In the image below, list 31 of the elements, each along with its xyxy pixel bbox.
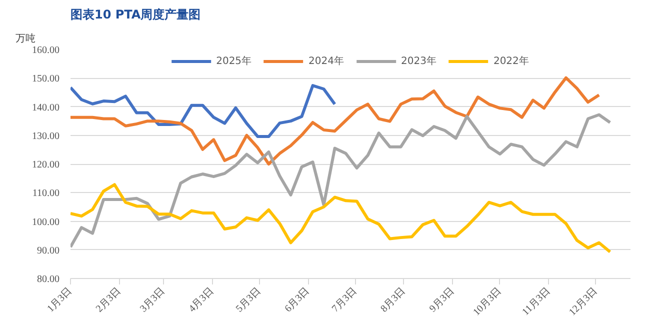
x-tick-label: 4月3日 [186,286,216,315]
x-tick-label: 8月3日 [378,286,408,315]
line-series [70,84,336,138]
x-tick-label: 3月3日 [138,286,168,315]
x-tick-label: 9月3日 [428,286,457,315]
y-tick-label: 160.00 [32,45,60,56]
y-tick-label: 110.00 [32,188,60,200]
x-tick-label: 7月3日 [330,286,360,315]
x-tick-label: 12月3日 [567,286,600,318]
legend-label: 2024年 [308,55,344,68]
y-axis-title: 万吨 [16,32,36,44]
y-tick-label: 150.00 [32,74,60,85]
chart-title: 图表10 PTA周度产量图 [70,8,201,22]
y-tick-label: 120.00 [32,160,60,170]
x-tick-label: 5月3日 [234,286,264,315]
line-series [70,113,612,249]
x-tick-label: 10月3日 [471,286,504,318]
x-tick-label: 1月3日 [45,286,74,315]
x-tick-label: 2月3日 [94,286,124,315]
line-series [70,76,601,166]
x-tick-label: 6月3日 [282,286,312,315]
legend-label: 2025年 [216,55,252,68]
y-tick-label: 140.00 [32,102,60,114]
legend-label: 2023年 [401,55,436,68]
y-tick-label: 130.00 [32,130,60,142]
line-series [70,183,612,254]
y-tick-label: 80.00 [37,274,60,285]
y-tick-label: 100.00 [32,216,60,228]
legend-label: 2022年 [493,55,529,68]
y-tick-label: 90.00 [37,245,60,256]
x-tick-label: 11月3日 [520,286,553,318]
